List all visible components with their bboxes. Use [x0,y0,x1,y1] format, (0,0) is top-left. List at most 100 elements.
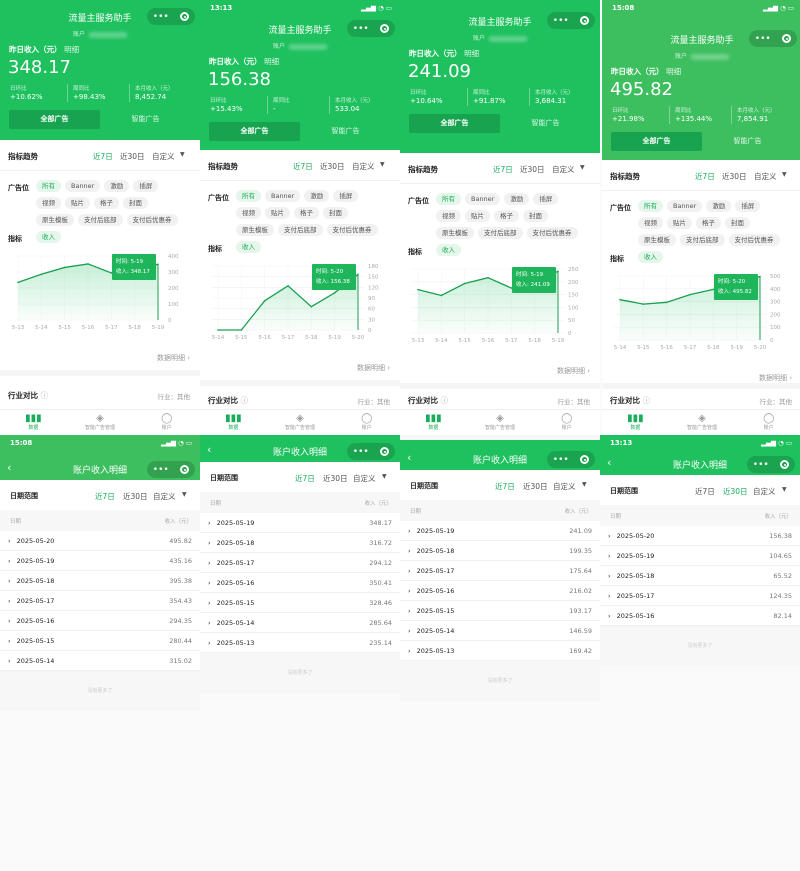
slot-chip[interactable]: 视频 [236,207,261,219]
slot-chip[interactable]: 格子 [294,207,319,219]
close-miniprogram-icon[interactable] [580,16,590,25]
capsule-menu[interactable]: ••• [547,12,595,29]
table-row[interactable]: › 2025-05-14 315.02 [0,651,200,671]
more-icon[interactable]: ••• [754,33,771,44]
range-tab-0[interactable]: 近7日 [493,165,513,174]
slot-chip[interactable]: 插屏 [333,190,359,202]
data-detail-link[interactable]: 数据明细 › [357,363,390,373]
table-row[interactable]: › 2025-05-18 199.35 [400,541,600,561]
dropdown-caret-icon[interactable]: ▼ [182,491,187,498]
nav-item-0[interactable]: ▮▮▮ 数据 [602,413,669,435]
slot-chip[interactable]: 所有 [36,180,61,192]
slot-chip[interactable]: 支付后底部 [78,214,123,226]
back-chevron-icon[interactable]: ‹ [607,456,612,469]
slot-chip[interactable]: Banner [465,193,501,205]
info-icon[interactable]: ⓘ [642,396,651,405]
metric-chip[interactable]: 收入 [236,241,261,253]
slot-chip[interactable]: 封面 [725,217,750,229]
data-detail-link[interactable]: 数据明细 › [557,366,590,376]
range-tab-1[interactable]: 近30日 [123,492,148,501]
slot-chip[interactable]: 支付后底部 [478,227,523,239]
nav-item-1[interactable]: ◈ 智能广告管理 [67,413,134,435]
range-tab-0[interactable]: 近7日 [93,152,113,161]
capsule-menu[interactable]: ••• [747,456,795,473]
slot-chip[interactable]: 格子 [696,217,721,229]
slot-chip[interactable]: 原生模板 [236,224,274,236]
slot-chip[interactable]: 原生模板 [436,227,474,239]
table-row[interactable]: › 2025-05-18 395.38 [0,571,200,591]
nav-item-1[interactable]: ◈ 智能广告管理 [267,413,334,435]
slot-chip[interactable]: 贴片 [465,210,490,222]
info-icon[interactable]: ⓘ [440,396,449,405]
expand-chevron-icon[interactable]: › [408,606,411,615]
table-row[interactable]: › 2025-05-15 328.46 [200,593,400,613]
metric-chip[interactable]: 收入 [36,231,61,243]
slot-chip[interactable]: 支付后优惠券 [728,234,780,246]
table-row[interactable]: › 2025-05-14 285.64 [200,613,400,633]
range-tab-2[interactable]: 自定义 [552,165,575,174]
slot-chip[interactable]: 所有 [436,193,461,205]
back-chevron-icon[interactable]: ‹ [7,461,12,474]
slot-chip[interactable]: 视频 [638,217,663,229]
close-miniprogram-icon[interactable] [780,460,790,469]
table-row[interactable]: › 2025-05-16 216.02 [400,581,600,601]
expand-chevron-icon[interactable]: › [208,538,211,547]
capsule-menu[interactable]: ••• [147,8,195,25]
range-tab-1[interactable]: 近30日 [520,165,545,174]
slot-chip[interactable]: Banner [265,190,301,202]
expand-chevron-icon[interactable]: › [408,566,411,575]
slot-chip[interactable]: Banner [65,180,101,192]
smart-ads-tab[interactable]: 智能广告 [331,127,360,135]
smart-ads-tab[interactable]: 智能广告 [131,115,160,123]
table-row[interactable]: › 2025-05-19 104.65 [600,546,800,566]
table-row[interactable]: › 2025-05-14 146.59 [400,621,600,641]
back-chevron-icon[interactable]: ‹ [407,451,412,464]
more-icon[interactable]: ••• [552,15,569,26]
slot-chip[interactable]: 激励 [504,193,530,205]
expand-chevron-icon[interactable]: › [408,646,411,655]
range-tab-1[interactable]: 近30日 [723,487,748,496]
nav-item-2[interactable]: ◯ 账户 [735,413,800,435]
account-row[interactable]: 账户 [400,33,600,42]
expand-chevron-icon[interactable]: › [208,638,211,647]
smart-ads-tab[interactable]: 智能广告 [733,137,762,145]
expand-chevron-icon[interactable]: › [608,611,611,620]
slot-chip[interactable]: 封面 [323,207,348,219]
table-row[interactable]: › 2025-05-13 169.42 [400,641,600,661]
slot-chip[interactable]: 插屏 [735,200,761,212]
close-miniprogram-icon[interactable] [180,12,190,21]
expand-chevron-icon[interactable]: › [208,558,211,567]
range-tab-0[interactable]: 近7日 [295,474,315,483]
expand-chevron-icon[interactable]: › [408,526,411,535]
all-ads-tab[interactable]: 全部广告 [209,122,300,141]
table-row[interactable]: › 2025-05-13 235.14 [200,633,400,653]
expand-chevron-icon[interactable]: › [608,551,611,560]
range-tab-2[interactable]: 自定义 [553,482,576,491]
nav-item-0[interactable]: ▮▮▮ 数据 [400,413,467,435]
account-row[interactable]: 账户 [200,41,400,50]
range-tab-1[interactable]: 近30日 [120,152,145,161]
table-row[interactable]: › 2025-05-17 294.12 [200,553,400,573]
table-row[interactable]: › 2025-05-16 294.35 [0,611,200,631]
table-row[interactable]: › 2025-05-15 193.17 [400,601,600,621]
range-tab-0[interactable]: 近7日 [495,482,515,491]
slot-chip[interactable]: 支付后底部 [278,224,323,236]
expand-chevron-icon[interactable]: › [8,616,11,625]
data-detail-link[interactable]: 数据明细 › [759,373,792,383]
smart-ads-tab[interactable]: 智能广告 [531,119,560,127]
expand-chevron-icon[interactable]: › [608,571,611,580]
detail-link[interactable]: 明细 [264,57,280,66]
range-tab-0[interactable]: 近7日 [695,172,715,181]
slot-chip[interactable]: 封面 [523,210,548,222]
close-miniprogram-icon[interactable] [782,34,792,43]
range-tab-0[interactable]: 近7日 [95,492,115,501]
range-tab-1[interactable]: 近30日 [320,162,345,171]
nav-item-1[interactable]: ◈ 智能广告管理 [669,413,736,435]
industry-value[interactable]: 行业：其他 [157,393,191,401]
range-tab-1[interactable]: 近30日 [323,474,348,483]
range-tab-2[interactable]: 自定义 [152,152,175,161]
dropdown-caret-icon[interactable]: ▼ [582,481,587,488]
expand-chevron-icon[interactable]: › [608,591,611,600]
capsule-menu[interactable]: ••• [347,20,395,37]
data-detail-link[interactable]: 数据明细 › [157,353,190,363]
